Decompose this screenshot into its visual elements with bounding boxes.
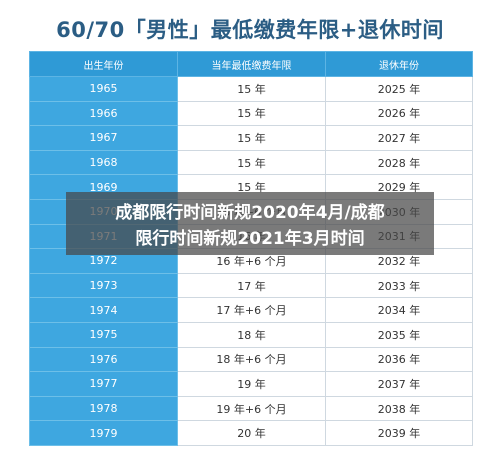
header-birth-year: 出生年份: [29, 51, 178, 77]
watermark-overlay: [66, 192, 434, 255]
cell-birth-year: 1975: [29, 321, 178, 348]
table-row: 1967 15 年 2027 年: [29, 125, 473, 151]
header-min-contribution: 当年最低缴费年限: [177, 51, 326, 77]
cell-birth-year: 1979: [29, 420, 178, 446]
cell-birth-year: 1966: [29, 100, 178, 127]
table-row: 1974 17 年+6 个月 2034 年: [29, 297, 473, 323]
cell-min-contribution: 17 年+6 个月: [177, 297, 326, 323]
header-retire-year: 退休年份: [325, 51, 473, 77]
cell-retire-year: 2027 年: [325, 125, 473, 151]
cell-birth-year: 1976: [29, 346, 178, 373]
cell-min-contribution: 15 年: [177, 100, 326, 127]
cell-retire-year: 2037 年: [325, 371, 473, 397]
cell-birth-year: 1977: [29, 371, 178, 397]
cell-retire-year: 2026 年: [325, 100, 473, 127]
cell-retire-year: 2036 年: [325, 346, 473, 373]
cell-min-contribution: 19 年+6 个月: [177, 395, 326, 422]
table-header-row: 出生年份 当年最低缴费年限 退休年份: [29, 51, 473, 77]
table-row: 1965 15 年 2025 年: [29, 76, 473, 102]
cell-min-contribution: 18 年+6 个月: [177, 346, 326, 373]
cell-retire-year: 2038 年: [325, 395, 473, 422]
cell-birth-year: 1965: [29, 76, 178, 102]
table-row: 1976 18 年+6 个月 2036 年: [29, 346, 473, 373]
cell-min-contribution: 19 年: [177, 371, 326, 397]
cell-min-contribution: 20 年: [177, 420, 326, 446]
cell-retire-year: 2039 年: [325, 420, 473, 446]
cell-retire-year: 2033 年: [325, 272, 473, 299]
cell-retire-year: 2028 年: [325, 149, 473, 176]
page-title: 60/70「男性」最低缴费年限+退休时间: [56, 18, 444, 42]
cell-min-contribution: 15 年: [177, 149, 326, 176]
cell-birth-year: 1967: [29, 125, 178, 151]
cell-min-contribution: 15 年: [177, 125, 326, 151]
cell-birth-year: 1968: [29, 149, 178, 176]
cell-min-contribution: 15 年: [177, 76, 326, 102]
cell-birth-year: 1974: [29, 297, 178, 323]
table-row: 1975 18 年 2035 年: [29, 321, 473, 348]
cell-birth-year: 1973: [29, 272, 178, 299]
table-row: 1978 19 年+6 个月 2038 年: [29, 395, 473, 422]
cell-min-contribution: 18 年: [177, 321, 326, 348]
cell-birth-year: 1978: [29, 395, 178, 422]
table-row: 1968 15 年 2028 年: [29, 149, 473, 176]
cell-retire-year: 2025 年: [325, 76, 473, 102]
cell-retire-year: 2034 年: [325, 297, 473, 323]
table-row: 1979 20 年 2039 年: [29, 420, 473, 446]
cell-min-contribution: 17 年: [177, 272, 326, 299]
overlay-text-line-1: 成都限行时间新规2020年4月/成都: [115, 203, 385, 223]
overlay-text-line-2: 限行时间新规2021年3月时间: [135, 229, 365, 249]
table-row: 1966 15 年 2026 年: [29, 100, 473, 127]
cell-retire-year: 2035 年: [325, 321, 473, 348]
table-row: 1977 19 年 2037 年: [29, 371, 473, 397]
table-row: 1973 17 年 2033 年: [29, 272, 473, 299]
